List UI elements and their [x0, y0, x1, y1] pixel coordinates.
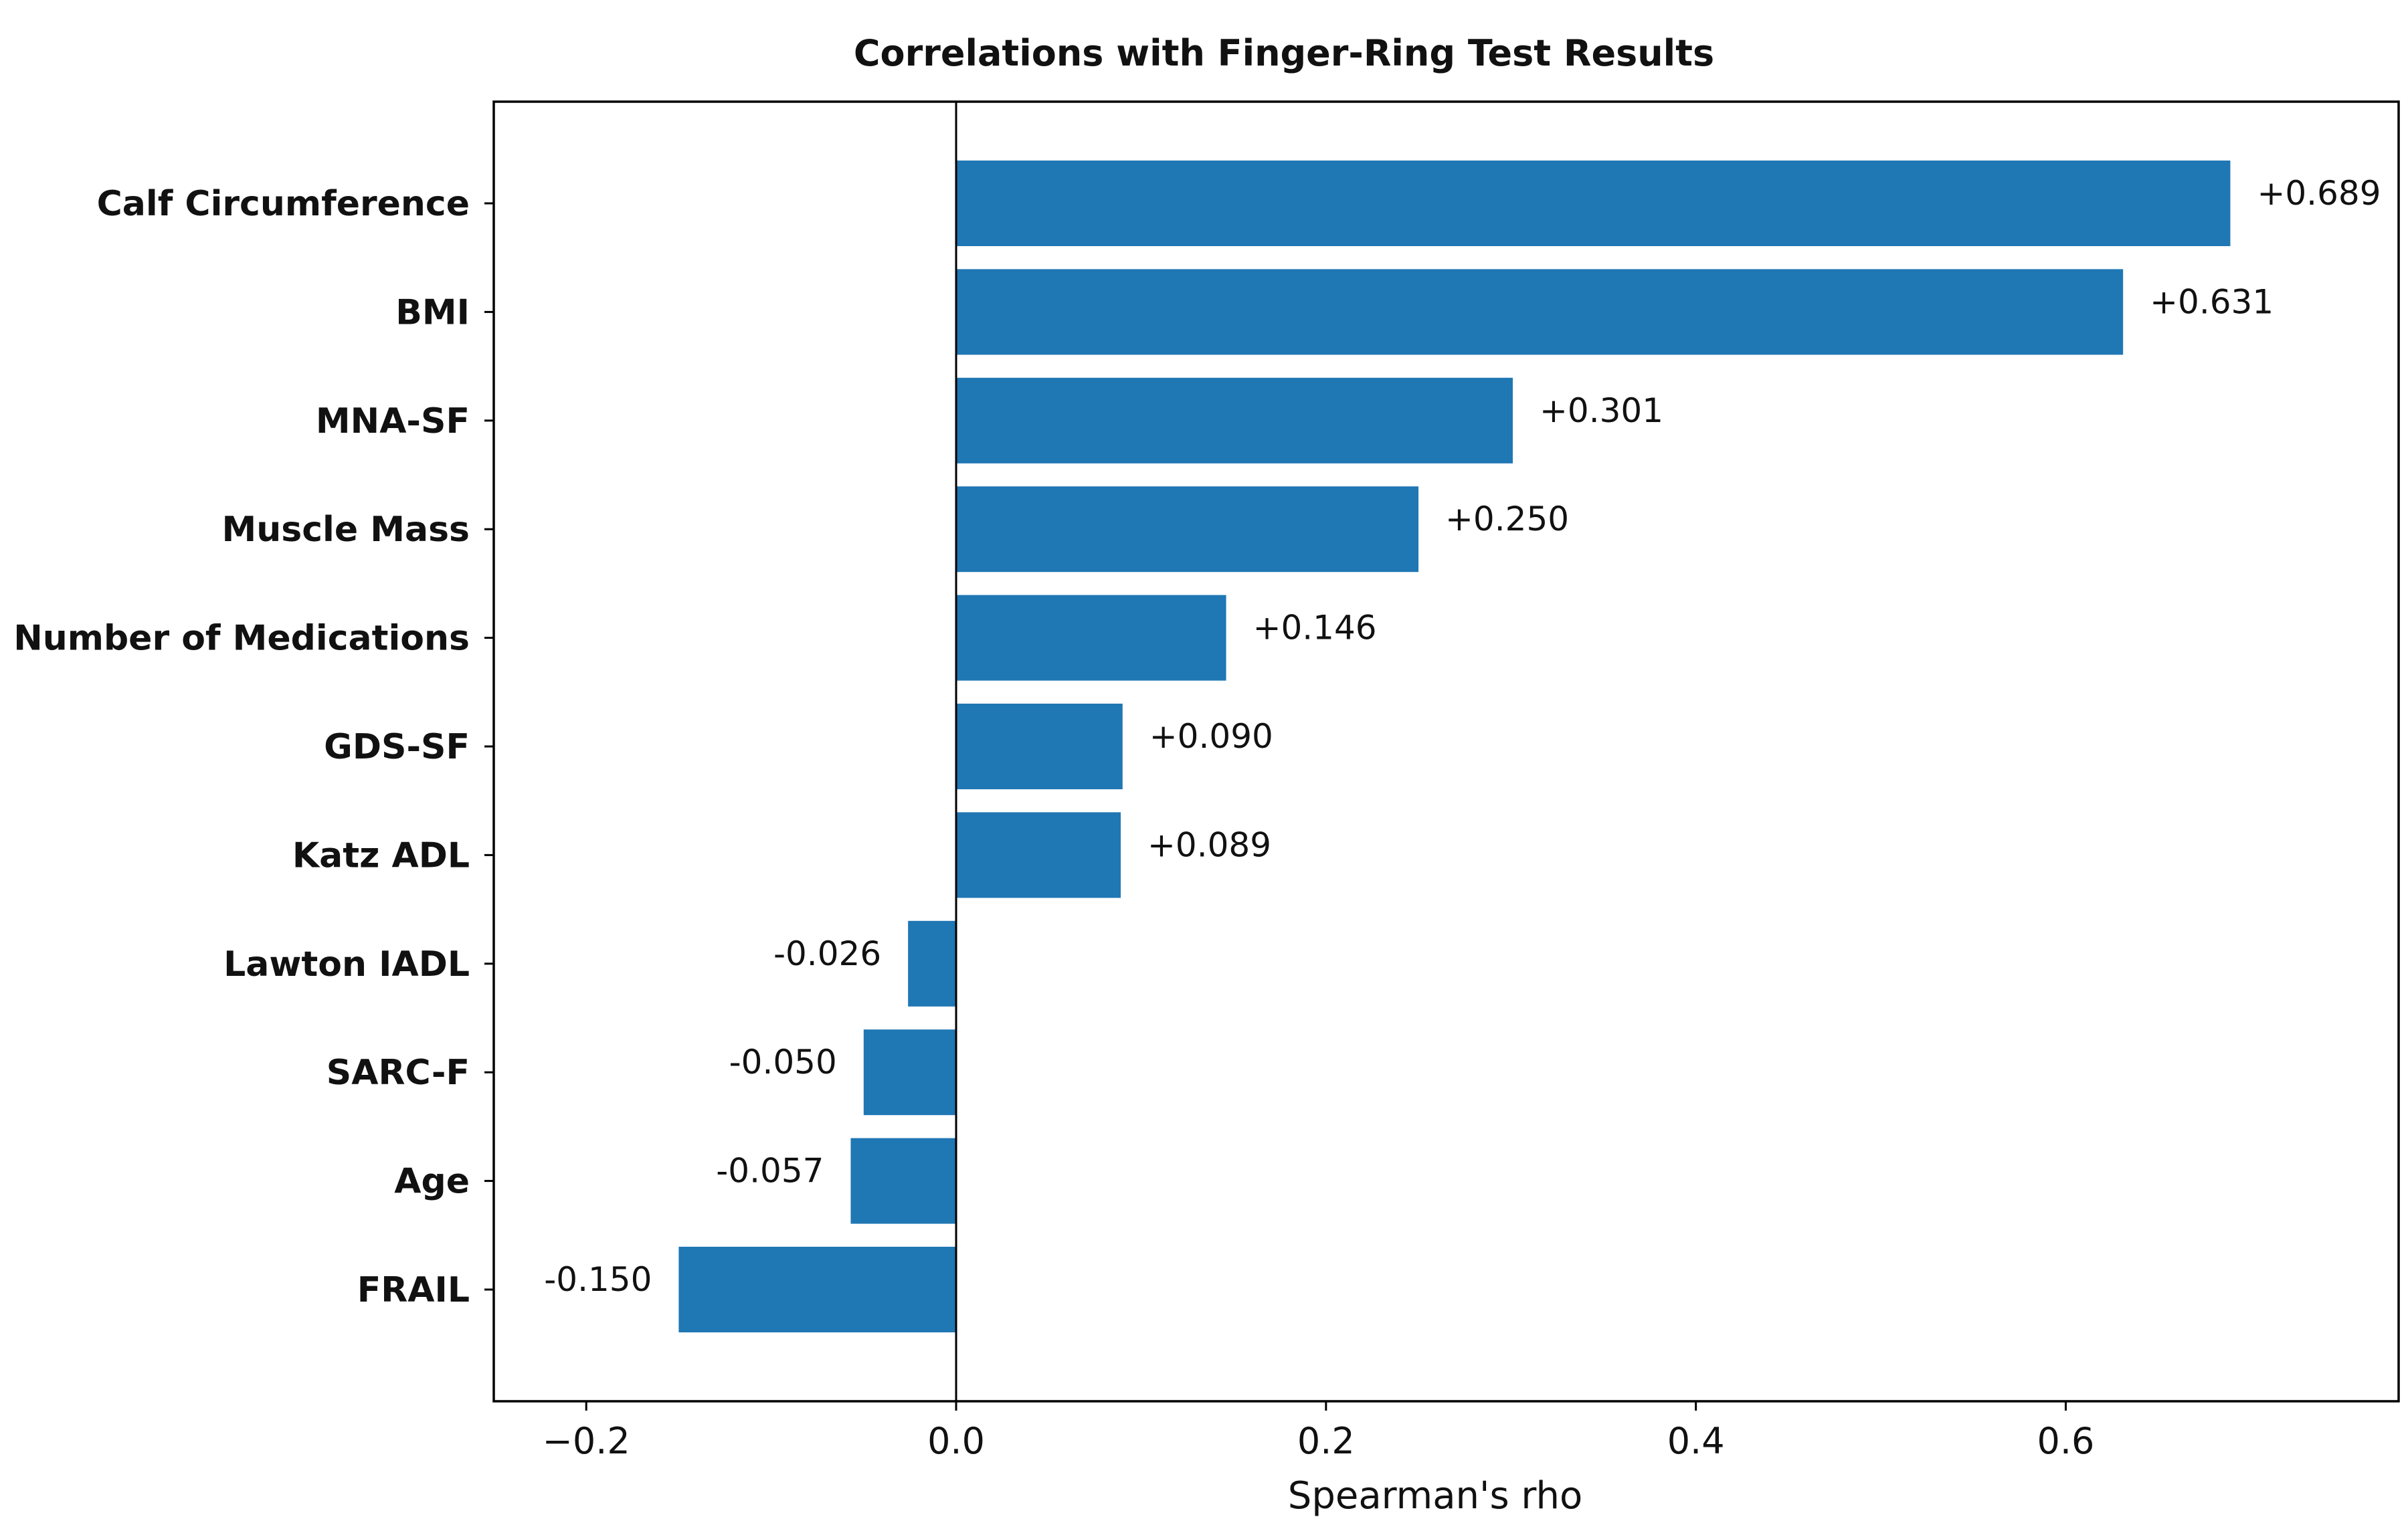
x-tick-label: 0.0 [927, 1420, 985, 1462]
bar [956, 377, 1513, 464]
bar [956, 486, 1419, 573]
category-label: GDS-SF [324, 727, 470, 767]
category-label: BMI [395, 292, 470, 332]
value-label: +0.301 [1540, 391, 1663, 430]
bar [863, 1029, 957, 1116]
x-axis: −0.2 0.0 0.2 0.4 0.6 [543, 1401, 2095, 1462]
value-label: +0.146 [1253, 609, 1377, 647]
value-label: -0.150 [544, 1260, 652, 1299]
bar [956, 704, 1123, 789]
value-label: -0.057 [716, 1152, 824, 1191]
bar [956, 595, 1226, 681]
x-tick-label: 0.2 [1297, 1420, 1355, 1462]
x-tick-label: 0.4 [1667, 1420, 1725, 1462]
value-label: +0.631 [2150, 282, 2274, 321]
category-label: Calf Circumference [97, 184, 470, 224]
chart-title: Correlations with Finger-Ring Test Resul… [854, 32, 1714, 74]
category-label: Lawton IADL [223, 944, 470, 985]
bars-layer [678, 161, 2231, 1332]
plot-frame [492, 100, 2400, 1403]
bar [850, 1138, 957, 1224]
x-axis-title: Spearman's rho [1288, 1474, 1582, 1518]
bar [678, 1247, 957, 1332]
bar [956, 161, 2231, 246]
value-label: +0.089 [1147, 825, 1271, 864]
labels-layer: Calf Circumference +0.689 BMI +0.631 MNA-SF +… [13, 174, 2381, 1310]
x-tick-label: 0.6 [2037, 1420, 2095, 1462]
bar [908, 920, 957, 1007]
category-label: SARC-F [327, 1053, 470, 1093]
category-label: Katz ADL [292, 835, 470, 876]
value-label: -0.026 [773, 934, 881, 973]
bar [956, 812, 1121, 898]
value-label: +0.250 [1445, 500, 1569, 538]
category-label: Muscle Mass [222, 510, 470, 550]
value-label: +0.689 [2257, 174, 2381, 213]
category-label: MNA-SF [316, 401, 470, 441]
x-tick-label: −0.2 [543, 1420, 630, 1462]
category-label: Age [394, 1162, 470, 1202]
category-label: Number of Medications [13, 619, 470, 659]
value-label: -0.050 [729, 1043, 837, 1082]
bar [956, 269, 2124, 355]
category-label: FRAIL [357, 1270, 470, 1310]
value-label: +0.090 [1149, 717, 1273, 756]
